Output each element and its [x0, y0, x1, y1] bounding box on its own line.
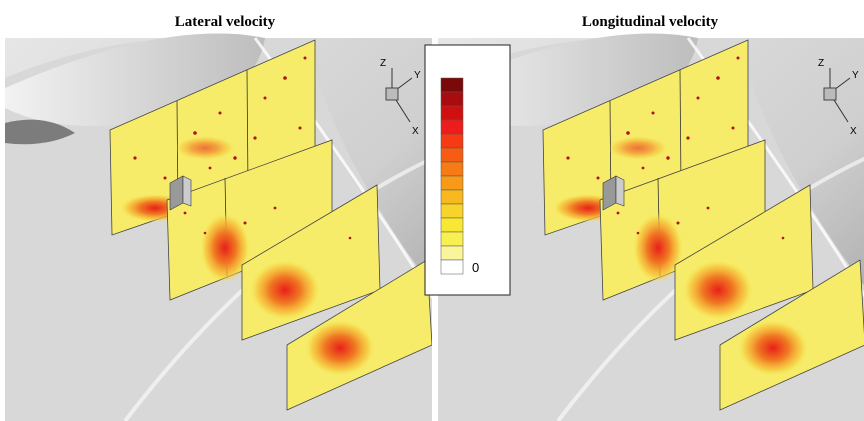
colorbar-label: 0: [472, 260, 479, 275]
axis-cube: [386, 88, 398, 100]
axis-label: Z: [818, 58, 824, 69]
left-scene: [5, 34, 433, 421]
colorbar-box: [425, 45, 510, 295]
axis-label: X: [850, 126, 857, 137]
axis-cube: [824, 88, 836, 100]
colorbar-swatches: [441, 78, 463, 274]
page: Lateral velocity Longitudinal velocity Z…: [0, 0, 864, 421]
axis-label: X: [412, 126, 419, 137]
axis-label: Y: [852, 70, 859, 81]
axis-label: Z: [380, 58, 386, 69]
colorbar: 0: [425, 45, 510, 295]
panel-title: Lateral velocity: [175, 14, 276, 30]
figure: Lateral velocity Longitudinal velocity Z…: [0, 0, 864, 421]
axis-label: Y: [414, 70, 421, 81]
panel-title: Longitudinal velocity: [582, 14, 719, 30]
